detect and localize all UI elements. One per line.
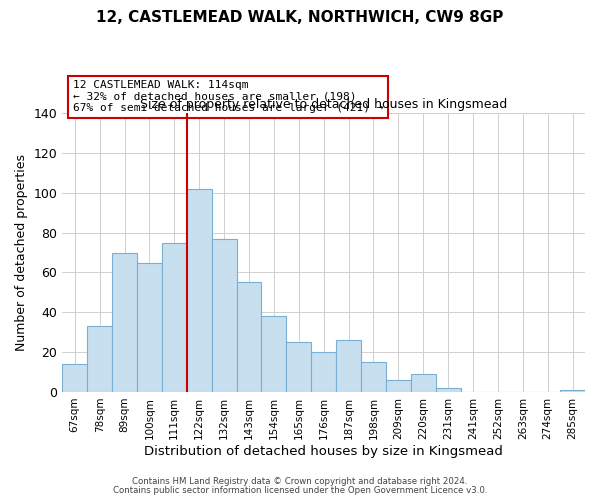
Bar	[137, 262, 162, 392]
Bar	[262, 316, 286, 392]
X-axis label: Distribution of detached houses by size in Kingsmead: Distribution of detached houses by size …	[144, 444, 503, 458]
Bar	[311, 352, 336, 392]
Text: 12, CASTLEMEAD WALK, NORTHWICH, CW9 8GP: 12, CASTLEMEAD WALK, NORTHWICH, CW9 8GP	[97, 10, 503, 25]
Bar	[286, 342, 311, 392]
Text: Contains HM Land Registry data © Crown copyright and database right 2024.: Contains HM Land Registry data © Crown c…	[132, 477, 468, 486]
Bar	[411, 374, 436, 392]
Bar	[361, 362, 386, 392]
Bar	[162, 242, 187, 392]
Bar	[87, 326, 112, 392]
Text: 12 CASTLEMEAD WALK: 114sqm
← 32% of detached houses are smaller (198)
67% of sem: 12 CASTLEMEAD WALK: 114sqm ← 32% of deta…	[73, 80, 383, 113]
Bar	[212, 238, 236, 392]
Bar	[386, 380, 411, 392]
Bar	[560, 390, 585, 392]
Bar	[236, 282, 262, 392]
Bar	[436, 388, 461, 392]
Y-axis label: Number of detached properties: Number of detached properties	[15, 154, 28, 351]
Bar	[62, 364, 87, 392]
Bar	[112, 252, 137, 392]
Bar	[187, 189, 212, 392]
Bar	[336, 340, 361, 392]
Text: Contains public sector information licensed under the Open Government Licence v3: Contains public sector information licen…	[113, 486, 487, 495]
Title: Size of property relative to detached houses in Kingsmead: Size of property relative to detached ho…	[140, 98, 507, 110]
